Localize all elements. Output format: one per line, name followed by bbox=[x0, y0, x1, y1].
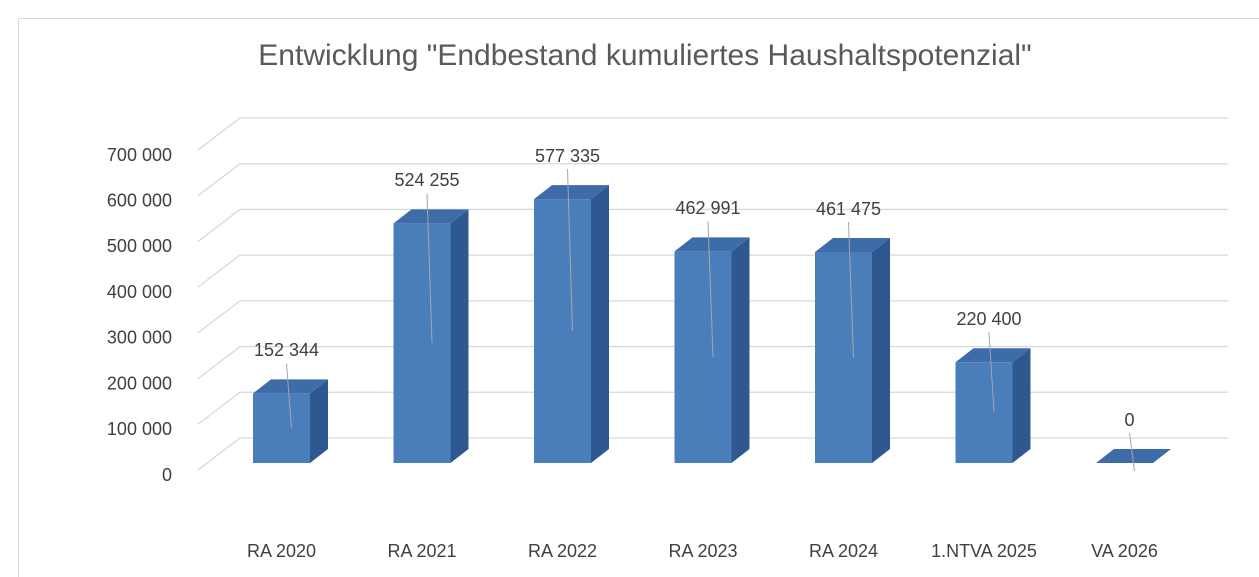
y-tick-label: 700 000 bbox=[107, 145, 172, 165]
leader-line bbox=[707, 221, 714, 358]
x-tick-label: RA 2020 bbox=[247, 541, 316, 561]
bar-top bbox=[955, 348, 1031, 363]
bar-side bbox=[591, 185, 609, 463]
bar-front bbox=[955, 362, 1013, 463]
data-label: 0 bbox=[1124, 410, 1134, 430]
y-tick-label: 500 000 bbox=[107, 236, 172, 256]
leader-line bbox=[848, 222, 854, 358]
bar bbox=[253, 379, 328, 463]
bar-top bbox=[393, 209, 469, 224]
grid-line bbox=[197, 117, 1228, 151]
data-label: 462 991 bbox=[675, 198, 740, 218]
bar-front bbox=[253, 393, 310, 463]
bar bbox=[955, 348, 1031, 463]
bar-side bbox=[1012, 348, 1031, 463]
y-tick-label: 400 000 bbox=[107, 282, 172, 302]
leader-line bbox=[426, 193, 433, 344]
leader-line bbox=[567, 169, 573, 332]
leader-line bbox=[1129, 432, 1135, 472]
y-tick-label: 600 000 bbox=[107, 190, 172, 210]
bar bbox=[393, 209, 469, 463]
bar-top bbox=[815, 238, 890, 253]
y-tick-label: 100 000 bbox=[107, 419, 172, 439]
y-tick-label: 0 bbox=[162, 465, 172, 485]
grid-line bbox=[197, 437, 1228, 471]
x-tick-label: RA 2022 bbox=[528, 541, 597, 561]
data-label: 577 335 bbox=[535, 146, 600, 166]
x-tick-label: RA 2023 bbox=[668, 541, 737, 561]
bar-side bbox=[872, 238, 890, 463]
bar-top bbox=[534, 185, 609, 200]
bar-top bbox=[1096, 449, 1171, 463]
grid-line bbox=[197, 254, 1228, 288]
data-label: 152 344 bbox=[254, 340, 319, 360]
bar bbox=[815, 238, 890, 463]
grid-line bbox=[197, 345, 1228, 380]
data-label: 461 475 bbox=[816, 199, 881, 219]
bar-front bbox=[534, 199, 591, 463]
x-tick-label: RA 2021 bbox=[387, 541, 456, 561]
data-label: 524 255 bbox=[394, 170, 459, 190]
bar-side bbox=[310, 379, 328, 463]
y-tick-label: 300 000 bbox=[107, 328, 172, 348]
bar-side bbox=[731, 237, 750, 463]
y-tick-label: 200 000 bbox=[107, 373, 172, 393]
data-label: 220 400 bbox=[956, 309, 1021, 329]
chart-border bbox=[18, 18, 1259, 577]
bar bbox=[674, 237, 750, 463]
bar-side bbox=[450, 209, 469, 463]
x-tick-label: 1.NTVA 2025 bbox=[931, 541, 1037, 561]
x-tick-label: RA 2024 bbox=[809, 541, 878, 561]
grid-line bbox=[197, 300, 1228, 334]
x-tick-label: VA 2026 bbox=[1091, 541, 1158, 561]
chart-title: Entwicklung "Endbestand kumuliertes Haus… bbox=[258, 39, 1031, 72]
bar bbox=[1096, 449, 1171, 463]
grid-line bbox=[197, 208, 1228, 242]
grid-line bbox=[197, 163, 1228, 197]
bar-front bbox=[393, 223, 451, 463]
bar bbox=[534, 185, 609, 463]
bar-front bbox=[815, 252, 872, 463]
bar-front bbox=[674, 251, 732, 463]
leader-line bbox=[286, 363, 292, 429]
bar-top bbox=[253, 379, 328, 394]
grid-line bbox=[197, 391, 1228, 425]
leader-line bbox=[988, 332, 995, 413]
bar-top bbox=[674, 237, 750, 252]
